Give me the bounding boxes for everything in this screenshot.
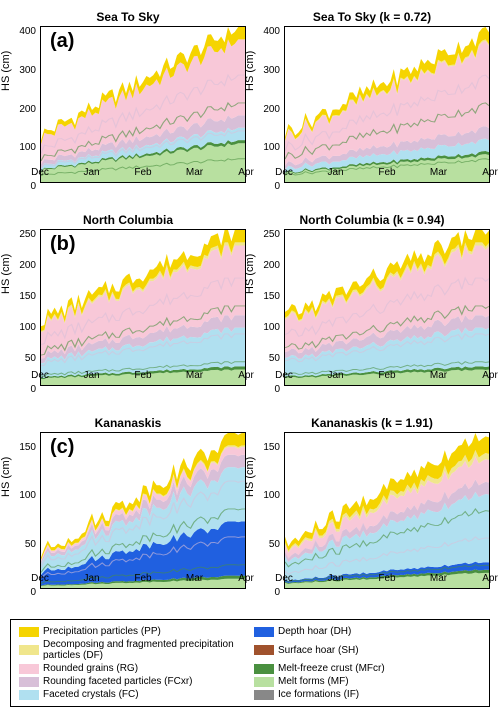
- legend-label: Depth hoar (DH): [278, 626, 351, 637]
- legend-item: Faceted crystals (FC): [19, 689, 246, 700]
- panel-2-left: KananaskisHS (cm)050100150DecJanFebMarAp…: [10, 416, 246, 609]
- x-tick: Dec: [275, 573, 293, 584]
- panel-letter: (c): [50, 436, 74, 459]
- x-tick: Jan: [327, 167, 343, 178]
- x-tick: Feb: [134, 573, 151, 584]
- x-tick: Feb: [378, 370, 395, 381]
- x-tick: Dec: [31, 573, 49, 584]
- legend-item: Ice formations (IF): [254, 689, 481, 700]
- y-ticks: 0100200300400: [254, 26, 282, 163]
- legend-item: Melt-freeze crust (MFcr): [254, 663, 481, 674]
- legend-swatch: [254, 627, 274, 637]
- legend-swatch: [254, 664, 274, 674]
- x-tick: Dec: [275, 370, 293, 381]
- x-tick: Mar: [430, 167, 447, 178]
- legend-label: Precipitation particles (PP): [43, 626, 161, 637]
- panel-1-right: North Columbia (k = 0.94)HS (cm)05010015…: [254, 213, 490, 406]
- legend-swatch: [254, 645, 274, 655]
- panel-1-left: North ColumbiaHS (cm)050100150200250DecJ…: [10, 213, 246, 406]
- x-tick: Apr: [238, 573, 254, 584]
- panel-letter: (b): [50, 233, 76, 256]
- x-tick: Dec: [275, 167, 293, 178]
- x-tick: Apr: [238, 167, 254, 178]
- plot-area: [284, 432, 490, 589]
- x-tick: Apr: [238, 370, 254, 381]
- x-tick: Jan: [327, 573, 343, 584]
- legend-swatch: [254, 677, 274, 687]
- x-ticks: DecJanFebMarApr: [284, 571, 490, 589]
- x-tick: Dec: [31, 167, 49, 178]
- x-tick: Apr: [482, 573, 498, 584]
- x-tick: Apr: [482, 167, 498, 178]
- panel-title: North Columbia (k = 0.94): [254, 213, 490, 227]
- x-tick: Mar: [186, 167, 203, 178]
- x-tick: Mar: [430, 573, 447, 584]
- x-tick: Feb: [134, 167, 151, 178]
- legend-label: Rounding faceted particles (FCxr): [43, 676, 193, 687]
- legend-swatch: [19, 664, 39, 674]
- x-tick: Feb: [378, 167, 395, 178]
- x-tick: Feb: [134, 370, 151, 381]
- x-tick: Dec: [31, 370, 49, 381]
- y-ticks: 0100200300400: [10, 26, 38, 163]
- legend-label: Melt-freeze crust (MFcr): [278, 663, 385, 674]
- y-ticks: 050100150200250: [254, 229, 282, 366]
- panel-0-right: Sea To Sky (k = 0.72)HS (cm)010020030040…: [254, 10, 490, 203]
- x-tick: Jan: [83, 167, 99, 178]
- legend-swatch: [19, 645, 39, 655]
- y-ticks: 050100150: [254, 432, 282, 569]
- legend-item: Rounding faceted particles (FCxr): [19, 676, 246, 687]
- x-ticks: DecJanFebMarApr: [284, 165, 490, 183]
- legend-item: Depth hoar (DH): [254, 626, 481, 637]
- x-ticks: DecJanFebMarApr: [40, 165, 246, 183]
- panel-title: Kananaskis (k = 1.91): [254, 416, 490, 430]
- x-ticks: DecJanFebMarApr: [284, 368, 490, 386]
- x-ticks: DecJanFebMarApr: [40, 571, 246, 589]
- panel-title: Sea To Sky (k = 0.72): [254, 10, 490, 24]
- panel-title: North Columbia: [10, 213, 246, 227]
- legend-swatch: [254, 690, 274, 700]
- legend-label: Rounded grains (RG): [43, 663, 138, 674]
- legend-item: Rounded grains (RG): [19, 663, 246, 674]
- x-ticks: DecJanFebMarApr: [40, 368, 246, 386]
- panel-letter: (a): [50, 30, 74, 53]
- panel-title: Sea To Sky: [10, 10, 246, 24]
- legend-label: Faceted crystals (FC): [43, 689, 139, 700]
- legend-item: Surface hoar (SH): [254, 639, 481, 661]
- legend: Precipitation particles (PP) Depth hoar (…: [10, 619, 490, 707]
- legend-label: Ice formations (IF): [278, 689, 359, 700]
- x-tick: Feb: [378, 573, 395, 584]
- x-tick: Jan: [327, 370, 343, 381]
- panel-title: Kananaskis: [10, 416, 246, 430]
- legend-label: Surface hoar (SH): [278, 645, 359, 656]
- x-tick: Mar: [430, 370, 447, 381]
- x-tick: Mar: [186, 573, 203, 584]
- panel-0-left: Sea To SkyHS (cm)0100200300400DecJanFebM…: [10, 10, 246, 203]
- legend-item: Precipitation particles (PP): [19, 626, 246, 637]
- legend-item: Decomposing and fragmented precipitation…: [19, 639, 246, 661]
- x-tick: Jan: [83, 370, 99, 381]
- x-tick: Jan: [83, 573, 99, 584]
- legend-item: Melt forms (MF): [254, 676, 481, 687]
- panel-2-right: Kananaskis (k = 1.91)HS (cm)050100150Dec…: [254, 416, 490, 609]
- x-tick: Apr: [482, 370, 498, 381]
- plot-area: [284, 26, 490, 183]
- x-tick: Mar: [186, 370, 203, 381]
- y-ticks: 050100150200250: [10, 229, 38, 366]
- legend-swatch: [19, 627, 39, 637]
- legend-swatch: [19, 677, 39, 687]
- legend-label: Decomposing and fragmented precipitation…: [43, 639, 246, 661]
- legend-swatch: [19, 690, 39, 700]
- legend-label: Melt forms (MF): [278, 676, 349, 687]
- y-ticks: 050100150: [10, 432, 38, 569]
- plot-area: [284, 229, 490, 386]
